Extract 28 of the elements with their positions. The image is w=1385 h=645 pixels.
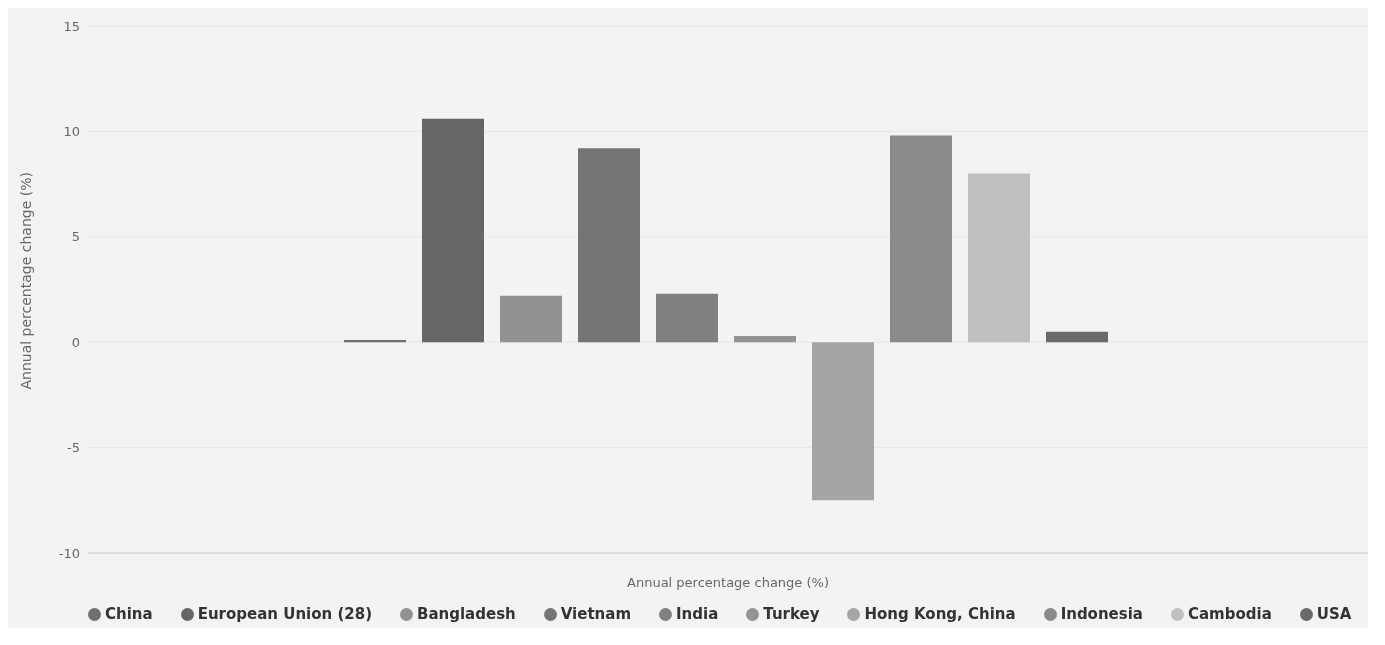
legend-label: European Union (28) xyxy=(197,605,372,623)
legend-label: Indonesia xyxy=(1060,605,1143,623)
legend-label: Bangladesh xyxy=(417,605,516,623)
bar xyxy=(422,118,484,343)
bar xyxy=(734,335,796,343)
legend-label: India xyxy=(676,605,719,623)
bar xyxy=(344,340,406,343)
bar xyxy=(500,295,562,343)
legend-label: China xyxy=(105,605,153,623)
legend-label: Hong Kong, China xyxy=(864,605,1016,623)
bar xyxy=(656,293,718,343)
legend-label: Vietnam xyxy=(560,605,632,623)
y-tick-label: -5 xyxy=(67,440,80,456)
legend-label: Cambodia xyxy=(1187,605,1272,623)
bar xyxy=(1046,331,1108,343)
y-tick-label: 0 xyxy=(71,334,80,350)
y-tick-label: 5 xyxy=(71,229,80,245)
legend-label: Turkey xyxy=(763,605,820,623)
bar xyxy=(890,135,952,343)
y-axis-title: Annual percentage change (%) xyxy=(17,172,34,390)
y-tick-label: 10 xyxy=(63,124,80,140)
bar xyxy=(812,342,874,501)
y-tick-label: 15 xyxy=(63,18,80,34)
x-axis-title: Annual percentage change (%) xyxy=(627,575,829,590)
y-tick-label: -10 xyxy=(58,545,80,561)
bar xyxy=(968,173,1030,343)
legend-label: USA xyxy=(1316,605,1352,623)
bar xyxy=(578,148,640,343)
